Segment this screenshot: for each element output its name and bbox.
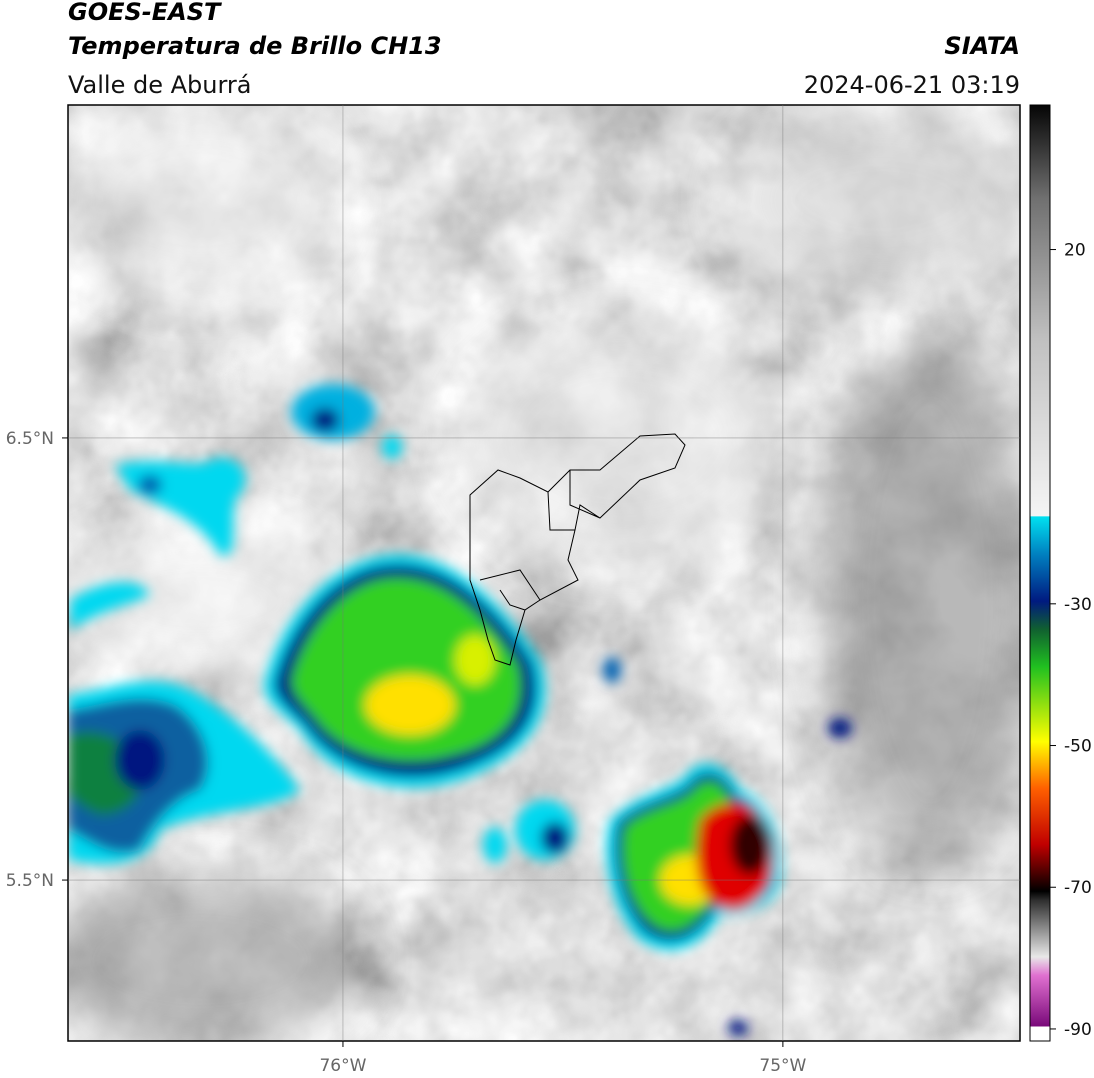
x-tick-label: 76°W: [319, 1056, 366, 1076]
subtitle: Temperatura de Brillo CH13: [68, 32, 442, 60]
colorbar-tick-label: -90: [1064, 1020, 1092, 1040]
colorbar-tick-label: 20: [1064, 241, 1086, 261]
title: GOES-EAST: [68, 0, 222, 26]
colorbar-tick-label: -70: [1064, 878, 1092, 898]
datetime: 2024-06-21 03:19: [804, 71, 1020, 99]
y-tick-label: 5.5°N: [6, 871, 54, 891]
x-tick-label: 75°W: [759, 1056, 806, 1076]
colorbar-tick-label: -50: [1064, 737, 1092, 757]
satellite-image: [68, 105, 1020, 1041]
source: SIATA: [944, 32, 1020, 60]
colorbar: [1029, 104, 1051, 1042]
region: Valle de Aburrá: [68, 71, 252, 99]
y-tick-label: 6.5°N: [6, 429, 54, 449]
colorbar-tick-label: -30: [1064, 595, 1092, 615]
map-frame: [67, 104, 1021, 1042]
